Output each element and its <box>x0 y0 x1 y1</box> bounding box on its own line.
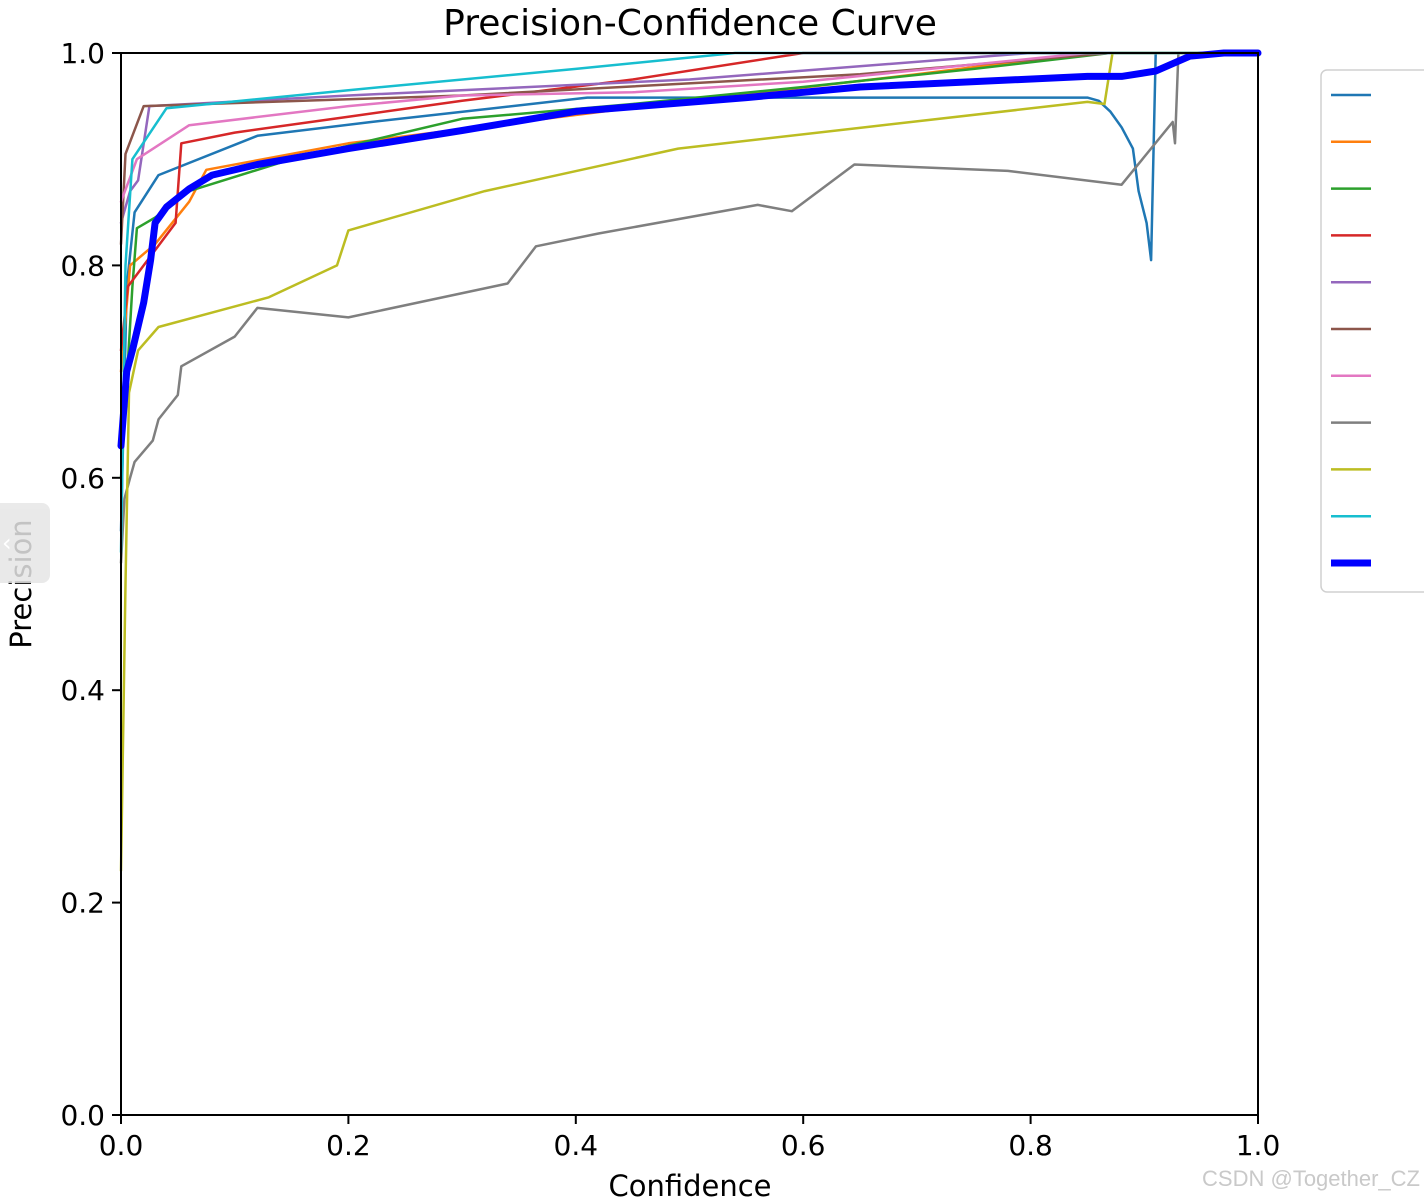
chevron-left-icon: ‹ <box>2 529 12 557</box>
side-collapse-tab[interactable]: ‹ <box>0 503 50 583</box>
legend-box <box>1320 69 1424 593</box>
y-axis: 0.0 0.2 0.4 0.6 0.8 1.0 <box>60 37 121 1132</box>
x-tick-label: 0.0 <box>99 1129 144 1162</box>
series-line-4 <box>119 51 1260 352</box>
watermark: CSDN @Together_CZ <box>1202 1166 1420 1191</box>
y-tick-label: 0.2 <box>60 887 105 920</box>
y-tick-label: 0.4 <box>60 674 105 707</box>
x-axis: 0.0 0.2 0.4 0.6 0.8 1.0 <box>99 1115 1281 1162</box>
y-tick-label: 0.8 <box>60 249 105 282</box>
plot-lines <box>117 49 1262 872</box>
legend <box>1331 93 1371 567</box>
x-axis-label: Confidence <box>608 1169 771 1202</box>
y-tick-label: 1.0 <box>60 37 105 70</box>
series-line-3 <box>119 51 1260 480</box>
series-line-6 <box>119 51 1260 246</box>
series-line-1 <box>119 51 1260 533</box>
x-tick-label: 0.4 <box>554 1129 599 1162</box>
x-tick-label: 0.8 <box>1008 1129 1053 1162</box>
series-line-8 <box>119 51 1260 565</box>
series-line-11 <box>117 49 1262 450</box>
plot-frame <box>120 52 1259 1116</box>
y-tick-label: 0.0 <box>60 1099 105 1132</box>
series-line-10 <box>119 51 1260 554</box>
y-tick-label: 0.6 <box>60 462 105 495</box>
x-tick-label: 0.2 <box>326 1129 371 1162</box>
x-tick-label: 1.0 <box>1236 1129 1281 1162</box>
series-line-7 <box>119 51 1260 203</box>
series-line-2 <box>119 51 1260 373</box>
x-tick-label: 0.6 <box>781 1129 826 1162</box>
chart-title: Precision-Confidence Curve <box>443 3 937 44</box>
series-line-9 <box>119 51 1260 872</box>
